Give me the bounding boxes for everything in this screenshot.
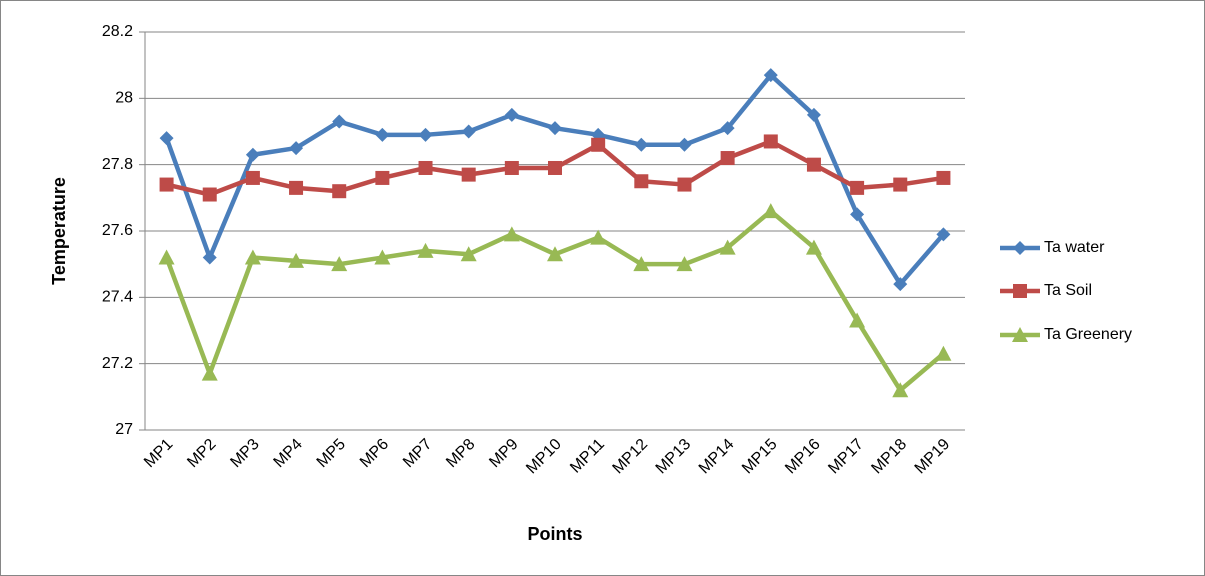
y-tick-label: 27.4 xyxy=(102,289,133,306)
data-point xyxy=(719,239,736,255)
data-point xyxy=(201,365,218,381)
data-point xyxy=(762,203,779,219)
data-point xyxy=(936,227,951,242)
data-point xyxy=(288,252,305,268)
data-point xyxy=(159,131,174,146)
data-point xyxy=(548,121,562,136)
y-tick-label: 28.2 xyxy=(102,23,133,40)
data-point xyxy=(591,137,606,152)
legend-label: Ta water xyxy=(1044,239,1105,256)
data-point xyxy=(634,174,649,189)
data-point xyxy=(202,250,217,265)
data-point xyxy=(936,170,951,185)
data-point xyxy=(548,160,562,175)
y-tick-label: 27.8 xyxy=(102,156,133,173)
data-point xyxy=(244,249,261,265)
data-point xyxy=(763,68,778,83)
data-point xyxy=(590,229,607,245)
legend-label: Ta Greenery xyxy=(1044,326,1132,343)
data-point xyxy=(677,177,692,192)
data-point xyxy=(418,160,433,175)
data-point xyxy=(850,207,865,222)
data-point xyxy=(202,187,217,202)
data-point xyxy=(633,256,650,272)
data-point xyxy=(850,180,865,195)
data-point xyxy=(634,137,649,152)
data-point xyxy=(375,127,390,142)
data-point xyxy=(720,121,735,136)
data-point xyxy=(461,167,476,182)
x-axis-title: Points xyxy=(527,524,582,544)
data-point xyxy=(763,134,778,149)
y-axis-title: Temperature xyxy=(49,177,69,285)
data-point xyxy=(935,345,952,361)
data-point xyxy=(460,246,477,262)
data-point xyxy=(245,147,260,162)
y-tick-label: 27.6 xyxy=(102,222,133,239)
data-point xyxy=(158,249,175,265)
y-tick-label: 28 xyxy=(115,90,133,107)
data-point xyxy=(720,151,735,166)
data-point xyxy=(461,124,476,139)
data-point xyxy=(547,246,563,262)
data-point xyxy=(806,107,821,122)
data-point xyxy=(676,256,693,272)
y-tick-label: 27 xyxy=(115,421,133,438)
legend-marker xyxy=(1013,241,1027,255)
data-point xyxy=(331,256,348,272)
data-point xyxy=(893,177,908,192)
data-point xyxy=(332,114,347,129)
data-point xyxy=(245,170,260,185)
data-point xyxy=(849,312,866,328)
y-tick-label: 27.2 xyxy=(102,355,133,372)
data-point xyxy=(332,184,347,199)
data-point xyxy=(503,226,520,242)
data-point xyxy=(893,277,908,292)
data-point xyxy=(374,249,391,265)
data-point xyxy=(677,137,692,152)
data-point xyxy=(375,170,390,185)
data-point xyxy=(159,177,174,192)
data-point xyxy=(417,242,434,258)
data-point xyxy=(806,157,821,172)
data-point xyxy=(289,141,304,156)
legend-marker xyxy=(1013,284,1027,298)
data-point xyxy=(504,107,519,122)
data-point xyxy=(504,160,519,175)
data-point xyxy=(805,239,822,255)
legend-label: Ta Soil xyxy=(1044,282,1092,299)
legend-marker xyxy=(1012,327,1028,342)
data-point xyxy=(892,382,909,398)
data-point xyxy=(418,127,433,142)
data-point xyxy=(289,180,304,195)
